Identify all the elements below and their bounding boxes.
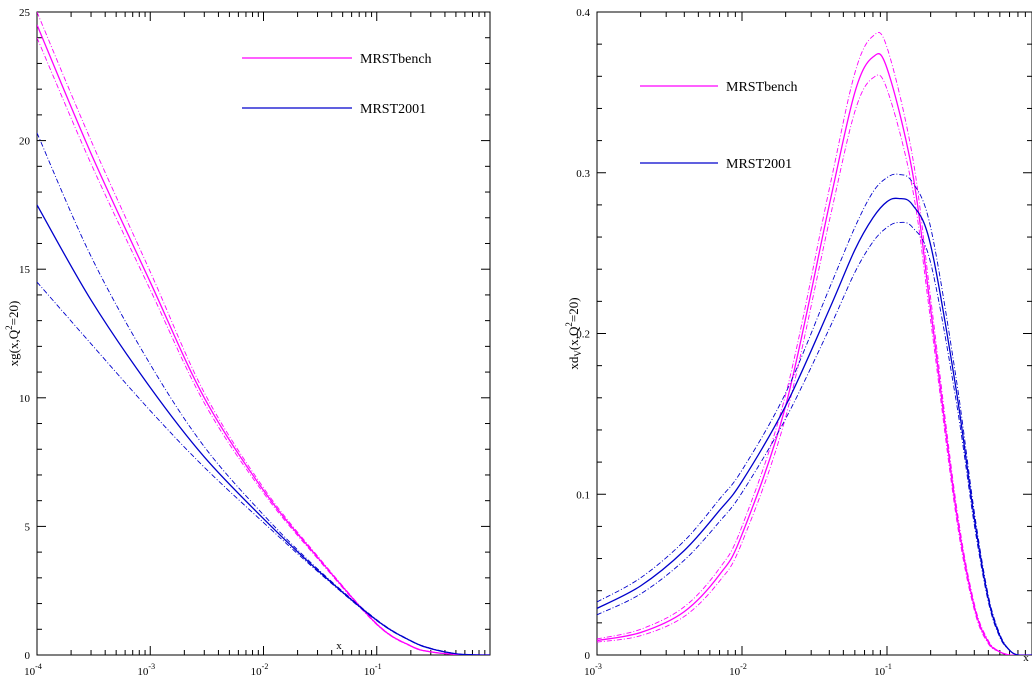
series-line-3 — [597, 197, 1032, 655]
y-tick-label: 0.4 — [576, 7, 590, 19]
legend-label: MRST2001 — [360, 102, 426, 117]
error-band-line-5 — [37, 281, 490, 655]
error-band-line-4 — [597, 173, 1032, 655]
x-tick-label: 10-3 — [584, 662, 602, 678]
x-tick-label: 10-3 — [137, 662, 155, 678]
y-tick-label: 0 — [585, 650, 591, 662]
y-tick-label: 25 — [19, 7, 31, 19]
error-band-line-1 — [37, 12, 490, 655]
valence-down-panel: 0 0.1 0.2 0.3 0.4 10-3 10-2 10-1 x xdV(x,Q2=20) MR… — [564, 7, 1032, 678]
x-tick-label: 10-2 — [251, 662, 269, 678]
y-tick-label: 0.2 — [576, 329, 590, 341]
y-tick-label: 10 — [19, 393, 31, 405]
error-band-line-4 — [37, 132, 490, 655]
error-band-line-5 — [597, 221, 1032, 655]
y-tick-label: 0.1 — [576, 489, 590, 501]
x-tick-label: 10-2 — [729, 662, 747, 678]
x-tick-label: 10-1 — [874, 662, 892, 678]
x-tick-label: 10-4 — [24, 662, 42, 678]
series-line-0 — [597, 53, 1032, 655]
legend-label: MRST2001 — [726, 157, 792, 172]
legend: MRSTbench MRST2001 — [242, 52, 432, 117]
plot-frame — [596, 11, 1032, 656]
error-band-line-2 — [597, 74, 1032, 655]
x-ticks — [596, 12, 1026, 655]
series-group — [37, 12, 490, 655]
y-axis-title: xg(x,Q2=20) — [4, 301, 21, 367]
legend-label: MRSTbench — [726, 80, 798, 95]
x-ticks — [36, 12, 486, 655]
y-tick-label: 20 — [19, 136, 31, 148]
error-band-line-2 — [37, 37, 490, 655]
series-line-0 — [37, 24, 490, 655]
y-tick-label: 5 — [25, 521, 31, 533]
y-tick-label: 0 — [25, 650, 31, 662]
y-axis-title: xdV(x,Q2=20) — [564, 297, 583, 369]
legend-label: MRSTbench — [360, 52, 432, 67]
y-tick-label: 0.3 — [576, 168, 590, 180]
y-tick-label: 15 — [19, 264, 31, 276]
gluon-panel: 0 5 10 15 20 25 10-4 10-3 10-2 10-1 x xg(x,Q2=20) MR… — [4, 7, 491, 678]
series-group — [597, 32, 1032, 655]
x-tick-label: 10-1 — [364, 662, 382, 678]
y-ticks: 0 0.1 0.2 0.3 0.4 — [576, 7, 1032, 662]
x-axis-label: x — [1023, 652, 1029, 664]
legend: MRSTbench MRST2001 — [640, 80, 798, 172]
x-axis-label: x — [336, 640, 342, 652]
error-band-line-1 — [597, 32, 1032, 655]
series-line-3 — [37, 204, 490, 655]
